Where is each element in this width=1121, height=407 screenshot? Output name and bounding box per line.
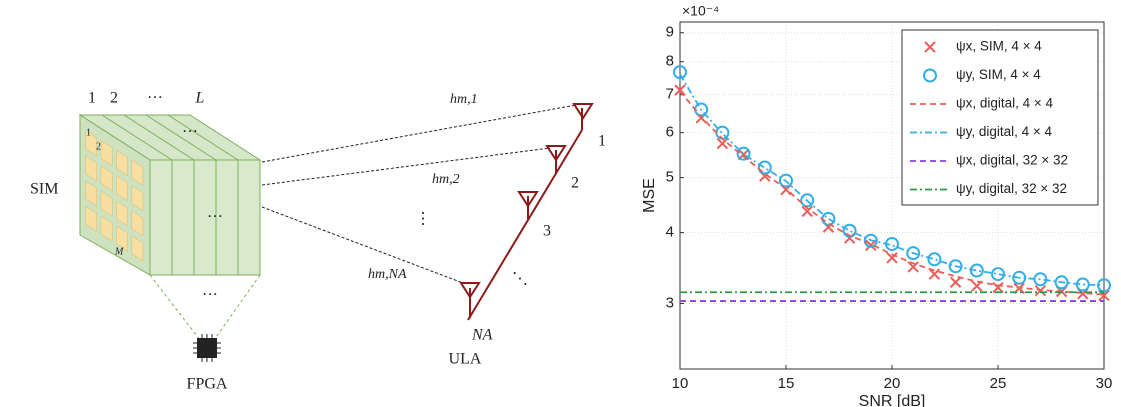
- x-tick-label: 20: [884, 375, 901, 392]
- cube-side: [150, 160, 260, 275]
- dots: ⋮: [415, 211, 431, 228]
- y-tick-label: 8: [666, 53, 674, 70]
- sim-diagram: SIM FPGA ULA 1 2 ··· L ··· ··· ··· ⋮ ⋱ h…: [30, 90, 606, 393]
- antenna-label: 1: [598, 133, 606, 150]
- y-tick-label: 9: [666, 24, 674, 41]
- channel-links: [262, 105, 576, 283]
- y-axis-label: MSE: [641, 178, 658, 213]
- legend-label: ψy, digital, 4 × 4: [956, 124, 1053, 139]
- x-tick-label: 25: [990, 375, 1007, 392]
- fpga-links: [150, 275, 260, 340]
- element-label: M: [114, 246, 124, 257]
- sim-label: SIM: [30, 181, 58, 198]
- antenna-label: 3: [543, 223, 551, 240]
- chart: 10 15 20 25 30 3 4 5 6 7 8 9 ×10⁻⁴ SNR [dB] MSE ψx, SIM…: [641, 3, 1112, 407]
- y-tick-label: 4: [666, 224, 674, 241]
- layer-label: 1: [88, 90, 96, 107]
- legend-label: ψy, digital, 32 × 32: [956, 181, 1067, 196]
- channel-label: hm,2: [432, 172, 460, 187]
- channel-label: hm,NA: [368, 267, 407, 282]
- layer-label: L: [195, 90, 205, 107]
- legend-label: ψy, SIM, 4 × 4: [956, 67, 1041, 82]
- y-tick-label: 3: [666, 294, 674, 311]
- fpga-label: FPGA: [187, 376, 228, 393]
- y-tick-label: 7: [666, 86, 674, 103]
- y-tick-label: 5: [666, 169, 674, 186]
- dots: ···: [207, 209, 223, 226]
- channel-label: hm,1: [450, 92, 478, 107]
- axis-multiplier: ×10⁻⁴: [682, 3, 719, 19]
- figure: SIM FPGA ULA 1 2 ··· L ··· ··· ··· ⋮ ⋱ h…: [0, 0, 1121, 407]
- layer-dots: ···: [147, 90, 163, 107]
- x-axis-label: SNR [dB]: [859, 393, 926, 407]
- element-label: 2: [96, 141, 101, 152]
- legend-label: ψx, digital, 4 × 4: [956, 96, 1054, 111]
- antenna-label: 2: [571, 175, 579, 192]
- dots: ···: [202, 287, 218, 304]
- x-tick-label: 15: [778, 375, 795, 392]
- element-label: 1: [86, 127, 91, 138]
- x-tick-label: 10: [672, 375, 689, 392]
- legend-label: ψx, digital, 32 × 32: [956, 153, 1068, 168]
- x-tick-label: 30: [1096, 375, 1113, 392]
- dots: ⋱: [512, 271, 528, 288]
- ula-label: ULA: [449, 351, 482, 368]
- antenna-label: NA: [471, 327, 493, 344]
- y-tick-label: 6: [666, 124, 674, 141]
- legend-box: [902, 30, 1098, 205]
- legend-label: ψx, SIM, 4 × 4: [956, 39, 1042, 54]
- dots: ···: [182, 124, 198, 141]
- layer-label: 2: [110, 90, 118, 107]
